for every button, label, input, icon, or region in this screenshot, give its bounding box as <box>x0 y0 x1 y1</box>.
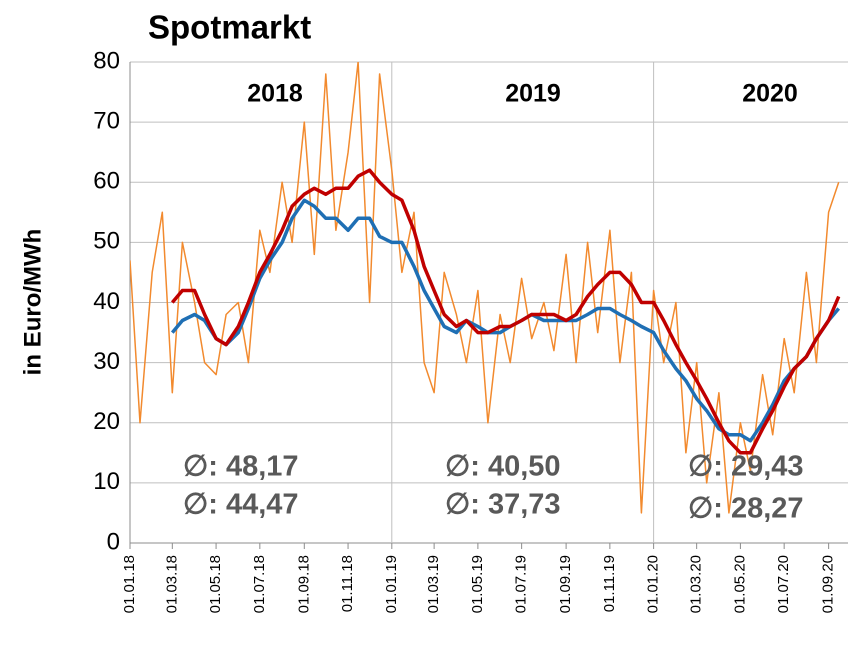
year-label: 2020 <box>742 80 798 108</box>
y-tick-label: 60 <box>93 168 120 195</box>
x-tick-label: 01.07.19 <box>513 555 530 613</box>
y-tick-label: 30 <box>93 348 120 375</box>
annotation: ∅: 40,50 <box>445 451 561 483</box>
y-tick-label: 40 <box>93 288 120 315</box>
x-tick-label: 01.05.18 <box>207 555 224 613</box>
y-tick-label: 10 <box>93 468 120 495</box>
annotation: ∅: 44,47 <box>183 489 299 521</box>
x-tick-label: 01.09.19 <box>557 555 574 613</box>
data-line <box>170 168 841 455</box>
annotation: ∅: 48,17 <box>183 451 299 483</box>
x-tick-label: 01.01.18 <box>121 555 138 613</box>
year-label: 2018 <box>247 80 303 108</box>
x-tick-label: 01.07.18 <box>251 555 268 613</box>
x-tick-label: 01.09.20 <box>820 555 837 613</box>
data-line <box>170 198 841 443</box>
y-tick-label: 70 <box>93 107 120 134</box>
x-tick-label: 01.11.18 <box>339 555 356 612</box>
x-tick-label: 01.03.20 <box>688 555 705 613</box>
annotation: ∅: 37,73 <box>445 489 561 521</box>
y-tick-label: 0 <box>107 528 120 555</box>
x-tick-label: 01.01.20 <box>645 555 662 613</box>
x-tick-label: 01.05.20 <box>731 555 748 613</box>
x-tick-label: 01.05.19 <box>469 555 486 613</box>
chart-title: Spotmarkt <box>148 9 311 46</box>
data-line <box>130 62 840 514</box>
x-tick-label: 01.07.20 <box>775 555 792 613</box>
year-label: 2019 <box>505 80 561 108</box>
annotation: ∅: 28,27 <box>688 493 804 525</box>
x-tick-label: 01.03.19 <box>425 555 442 613</box>
x-tick-label: 01.01.19 <box>383 555 400 613</box>
y-tick-label: 20 <box>93 408 120 435</box>
y-tick-label: 50 <box>93 228 120 255</box>
x-tick-label: 01.11.19 <box>601 555 618 612</box>
annotation: ∅: 29,43 <box>688 451 804 483</box>
x-tick-label: 01.03.18 <box>163 555 180 613</box>
y-tick-label: 80 <box>93 47 120 74</box>
y-axis-label: in Euro/MWh <box>19 229 46 376</box>
x-tick-label: 01.09.18 <box>295 555 312 613</box>
